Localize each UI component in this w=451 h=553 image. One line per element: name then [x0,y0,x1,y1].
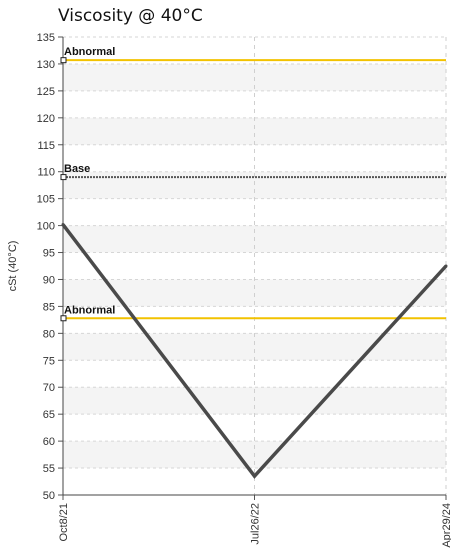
chart-title: Viscosity @ 40°C [58,6,203,26]
x-tick-label: Jul26/22 [250,503,262,545]
y-tick-label: 55 [43,463,55,475]
y-tick-label: 115 [37,140,55,152]
y-tick-label: 110 [37,167,55,179]
y-tick-label: 65 [43,409,55,421]
x-tick-label: Apr29/24 [441,503,451,548]
data-point [444,264,448,268]
y-tick-label: 125 [37,86,55,98]
data-point [61,223,65,227]
y-tick-label: 80 [43,328,55,340]
y-tick-label: 105 [37,194,55,206]
data-point [253,474,256,478]
y-tick-label: 90 [43,274,55,286]
y-tick-label: 95 [43,248,55,260]
y-tick-label: 60 [43,436,55,448]
reference-line-label: Base [64,163,90,175]
y-tick-label: 100 [37,221,55,233]
y-tick-label: 130 [37,59,55,71]
reference-marker [60,57,67,64]
y-tick-label: 120 [37,113,55,125]
reference-line-label: Abnormal [64,304,115,316]
y-tick-label: 75 [43,355,55,367]
y-tick-label: 135 [37,32,55,44]
y-axis-label: cSt (40°C) [7,241,19,292]
y-tick-label: 50 [43,490,55,502]
grid-band [63,333,446,361]
reference-line-label: Abnormal [64,46,115,58]
reference-marker [60,315,67,322]
reference-marker [60,174,67,181]
x-tick-label: Oct8/21 [58,503,70,542]
y-tick-label: 85 [43,301,55,313]
grid-band [63,117,446,145]
y-tick-label: 70 [43,382,55,394]
